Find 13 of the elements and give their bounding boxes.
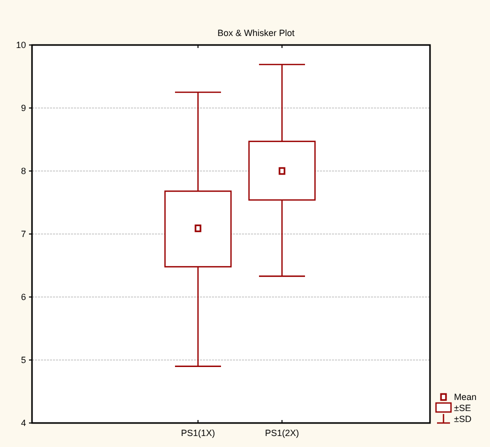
- y-tick-label: 4: [20, 418, 26, 428]
- y-tick-label: 8: [20, 166, 26, 176]
- y-tick-label: 9: [20, 103, 26, 114]
- y-tick-label: 7: [20, 229, 26, 240]
- y-tick-label: 6: [20, 292, 26, 302]
- text: ±SD: [454, 414, 472, 424]
- y-tick-label: 5: [20, 355, 26, 366]
- y-tick-label: 10: [16, 40, 26, 50]
- chart-title: Box & Whisker Plot: [217, 28, 296, 38]
- text: Mean: [454, 392, 477, 402]
- text: ±SE: [454, 403, 471, 414]
- x-tick-label: PS1(2X): [264, 428, 300, 438]
- x-tick-label: PS1(1X): [180, 428, 216, 438]
